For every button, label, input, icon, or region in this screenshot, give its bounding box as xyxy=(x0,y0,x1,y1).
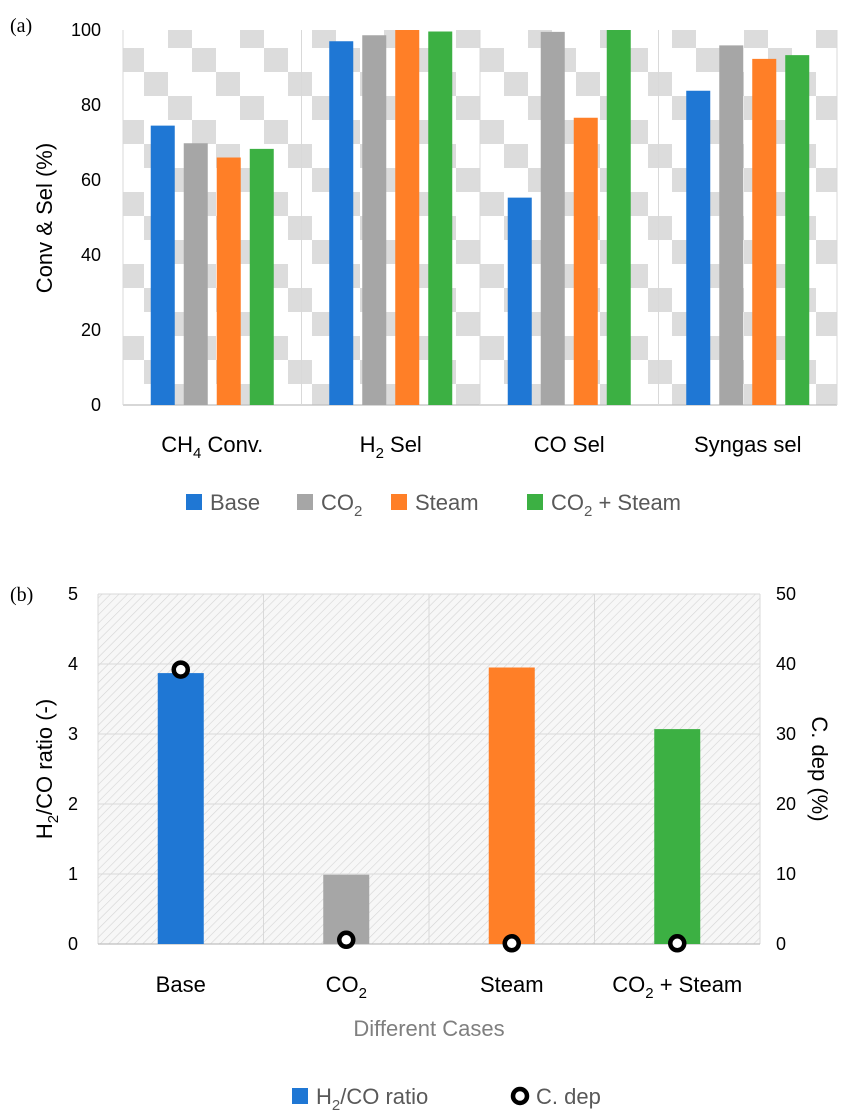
panel-b-markers xyxy=(171,660,687,953)
left-y-tick-label: 0 xyxy=(68,934,78,954)
right-y-tick-label: 20 xyxy=(776,794,796,814)
category-label: CO2 xyxy=(326,972,367,1002)
c-dep-marker xyxy=(668,934,687,953)
bar xyxy=(216,157,241,405)
y-tick-label: 100 xyxy=(71,20,101,40)
panel-b-left-y-axis-title: H2/CO ratio (-) xyxy=(32,699,62,839)
bar xyxy=(606,30,631,405)
legend-marker xyxy=(510,1086,530,1106)
bar xyxy=(157,673,204,944)
legend-swatch xyxy=(527,494,543,510)
bar xyxy=(686,90,711,405)
bar xyxy=(654,729,701,944)
category-label: H2 Sel xyxy=(360,432,422,462)
panel-b-right-y-ticks: 0 10 20 30 40 50 xyxy=(776,584,796,954)
category-label: CO2 + Steam xyxy=(612,972,742,1002)
right-y-tick-label: 30 xyxy=(776,724,796,744)
bar xyxy=(395,30,420,405)
panel-b-legend: H2/CO ratio C. dep xyxy=(292,1084,601,1114)
c-dep-marker xyxy=(337,930,356,950)
bar xyxy=(488,667,535,944)
category-label: Steam xyxy=(480,972,544,997)
panel-a-gridlines xyxy=(122,30,838,406)
bar xyxy=(428,31,453,405)
panel-a-category-labels: CH4 Conv. H2 Sel CO Sel Syngas sel xyxy=(161,432,801,462)
legend-label: C. dep xyxy=(536,1084,601,1109)
left-y-tick-label: 1 xyxy=(68,864,78,884)
y-tick-label: 80 xyxy=(81,95,101,115)
panel-b-gridlines xyxy=(97,593,761,945)
right-y-tick-label: 40 xyxy=(776,654,796,674)
bar xyxy=(540,31,565,405)
y-tick-label: 40 xyxy=(81,245,101,265)
panel-a-y-ticks: 0 20 40 60 80 100 xyxy=(71,20,101,415)
legend-swatch xyxy=(186,494,202,510)
panel-a: (a) 0 20 40 60 80 100 CH4 Conv. H2 Sel CO Sel Sy… xyxy=(10,15,838,520)
panel-b-label: (b) xyxy=(10,584,33,606)
bar xyxy=(362,35,387,405)
panel-b-left-y-ticks: 0 1 2 3 4 5 xyxy=(68,584,78,954)
panel-a-label: (a) xyxy=(10,15,32,37)
legend-swatch xyxy=(297,494,313,510)
panel-b-x-axis-title: Different Cases xyxy=(353,1016,504,1041)
right-y-tick-label: 50 xyxy=(776,584,796,604)
left-y-tick-label: 5 xyxy=(68,584,78,604)
panel-b: (b) 0 1 2 3 4 5 0 10 20 30 40 50 Base CO2 Steam CO2 +… xyxy=(10,584,832,1114)
legend-label: CO2 xyxy=(321,490,362,520)
category-label: CO Sel xyxy=(534,432,605,457)
left-y-tick-label: 4 xyxy=(68,654,78,674)
y-tick-label: 60 xyxy=(81,170,101,190)
panel-a-y-axis-title: Conv & Sel (%) xyxy=(32,143,57,293)
bar xyxy=(249,148,274,405)
bar xyxy=(329,41,354,405)
left-y-tick-label: 3 xyxy=(68,724,78,744)
category-label: Syngas sel xyxy=(694,432,802,457)
category-label: Base xyxy=(156,972,206,997)
legend-label: Base xyxy=(210,490,260,515)
bar xyxy=(150,125,175,405)
bar xyxy=(507,197,532,405)
legend-label: H2/CO ratio xyxy=(316,1084,428,1114)
left-y-axis-title-text: H2/CO ratio (-) xyxy=(32,699,62,839)
y-tick-label: 20 xyxy=(81,320,101,340)
c-dep-marker xyxy=(502,934,521,953)
bar xyxy=(719,45,744,405)
y-tick-label: 0 xyxy=(91,395,101,415)
legend-label: CO2 + Steam xyxy=(551,490,681,520)
bar xyxy=(752,58,777,405)
panel-a-bars xyxy=(150,30,810,405)
right-y-tick-label: 10 xyxy=(776,864,796,884)
panel-a-legend: Base CO2 Steam CO2 + Steam xyxy=(186,490,681,520)
right-y-tick-label: 0 xyxy=(776,934,786,954)
bar xyxy=(785,55,810,405)
legend-swatch xyxy=(292,1088,308,1104)
c-dep-marker xyxy=(171,660,190,679)
category-label: CH4 Conv. xyxy=(161,432,263,462)
bar xyxy=(573,117,598,405)
left-y-tick-label: 2 xyxy=(68,794,78,814)
panel-b-right-y-axis-title: C. dep (%) xyxy=(807,716,832,821)
panel-b-category-labels: Base CO2 Steam CO2 + Steam xyxy=(156,972,743,1002)
bar xyxy=(183,143,208,405)
legend-swatch xyxy=(391,494,407,510)
legend-label: Steam xyxy=(415,490,479,515)
